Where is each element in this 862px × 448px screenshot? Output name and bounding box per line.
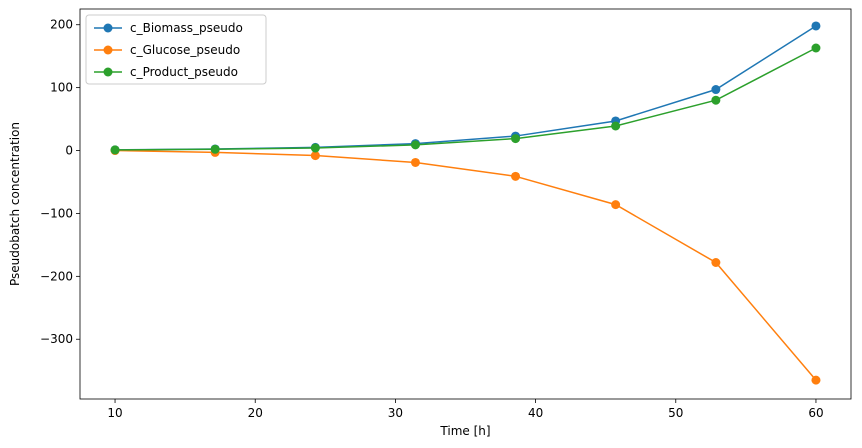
data-point: [611, 200, 621, 210]
x-tick-label: 30: [388, 406, 403, 420]
data-point: [511, 134, 521, 144]
series-line: [115, 47, 817, 151]
x-axis-label: Time [h]: [439, 424, 490, 438]
legend-swatch-marker: [103, 67, 113, 77]
plot-frame: [79, 8, 852, 400]
x-tick-label: 60: [808, 406, 823, 420]
data-point: [410, 140, 420, 150]
series-line: [115, 149, 817, 381]
data-point: [511, 171, 521, 181]
data-point: [310, 143, 320, 153]
data-point: [711, 258, 721, 267]
legend-label: c_Product_pseudo: [130, 65, 238, 79]
legend-item: c_Product_pseudo: [94, 65, 238, 79]
data-point: [310, 151, 320, 161]
series-c_Glucose_pseudo: [110, 146, 821, 385]
legend: c_Biomass_pseudo c_Glucose_pseudo c_Produc…: [85, 14, 267, 85]
y-axis-ticks: −300 −200 −100 0 100 200: [40, 18, 80, 346]
legend-swatch-marker: [103, 23, 113, 33]
plot-series: [110, 21, 821, 385]
data-point: [210, 144, 220, 154]
legend-item: c_Glucose_pseudo: [94, 43, 240, 57]
legend-item: c_Biomass_pseudo: [94, 21, 243, 35]
x-tick-label: 50: [668, 406, 683, 420]
data-point: [811, 375, 821, 385]
legend-box: [85, 14, 267, 85]
y-tick-label: 200: [50, 18, 73, 32]
data-point: [611, 121, 621, 131]
y-tick-label: −100: [40, 206, 73, 220]
legend-label: c_Biomass_pseudo: [130, 21, 243, 35]
y-tick-label: −200: [40, 269, 73, 283]
y-tick-label: −300: [40, 332, 73, 346]
data-point: [811, 43, 821, 53]
data-point: [711, 85, 721, 95]
data-point: [811, 21, 821, 31]
x-axis-ticks: 10 20 30 40 50 60: [107, 399, 824, 420]
series-c_Product_pseudo: [110, 43, 821, 155]
data-point: [410, 157, 420, 167]
y-tick-label: 0: [65, 144, 73, 158]
data-point: [110, 145, 120, 155]
legend-label: c_Glucose_pseudo: [130, 43, 240, 57]
y-axis-label: Pseudobatch concentration: [8, 122, 22, 286]
y-tick-label: 100: [50, 81, 73, 95]
x-tick-label: 20: [248, 406, 263, 420]
data-point: [711, 95, 721, 105]
x-tick-label: 40: [528, 406, 543, 420]
x-tick-label: 10: [107, 406, 122, 420]
legend-swatch-marker: [103, 45, 113, 55]
